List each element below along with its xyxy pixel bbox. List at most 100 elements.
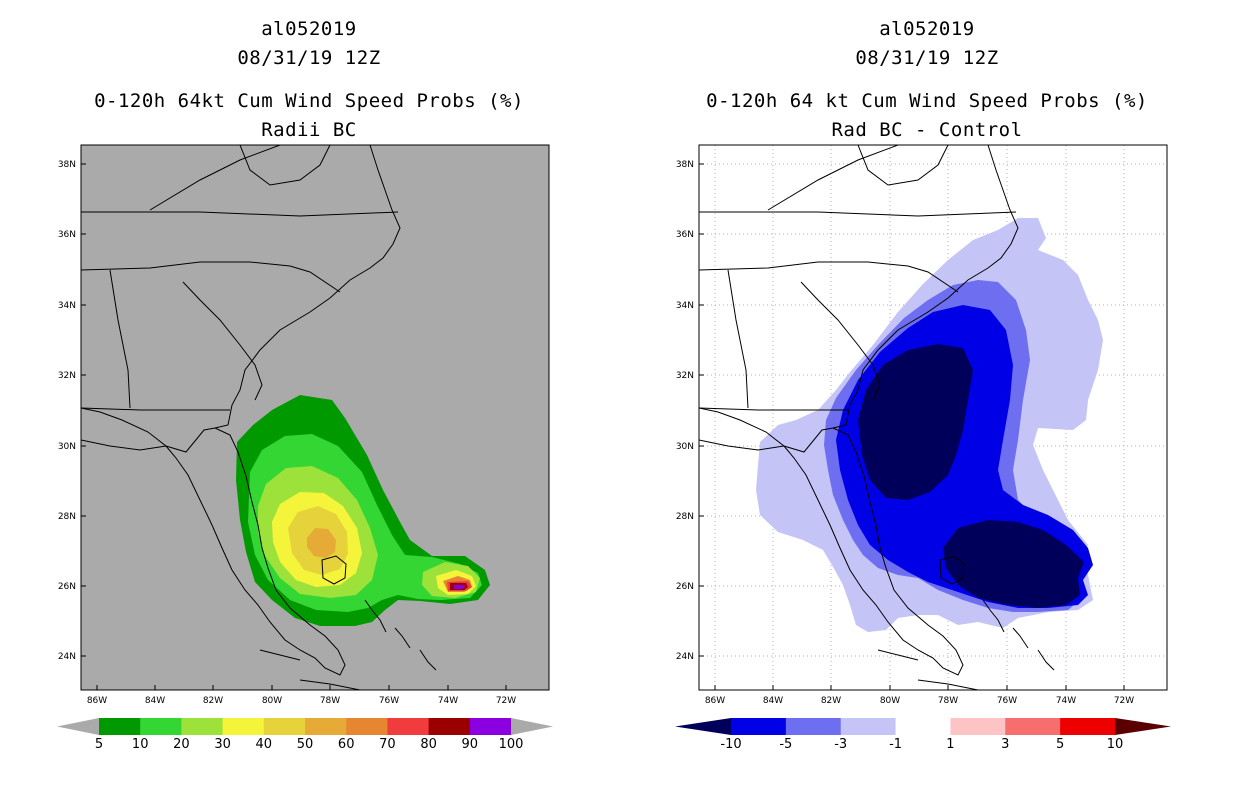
colorbar-swatch xyxy=(731,718,787,735)
colorbar-label: 10 xyxy=(1107,737,1124,752)
chart-subtitle: Rad BC - Control xyxy=(831,119,1023,141)
y-tick-label: 28N xyxy=(676,512,694,522)
colorbar-swatch xyxy=(305,718,347,735)
y-tick-label: 26N xyxy=(676,582,694,592)
colorbar-swatch xyxy=(387,718,430,735)
sc-ga-border xyxy=(800,281,881,401)
y-tick-label: 36N xyxy=(58,230,76,240)
lake-okeechobee xyxy=(939,555,965,585)
x-tick-label: 72W xyxy=(1114,696,1134,706)
colorbar-swatch xyxy=(469,718,512,735)
al-ga-border xyxy=(109,269,131,409)
x-tick-label: 86W xyxy=(87,696,107,706)
x-tick-label: 76W xyxy=(379,696,399,706)
sc-ga-border xyxy=(182,281,263,401)
colorbar-label: 40 xyxy=(256,737,273,752)
datetime: 08/31/19 12Z xyxy=(237,47,381,69)
y-tick-label: 30N xyxy=(58,442,76,452)
colorbar-label: -5 xyxy=(779,737,792,752)
colorbar-swatch xyxy=(1060,718,1116,735)
panel-rad-bc-control: al052019 08/31/19 12Z 0-120h 64 kt Cum W… xyxy=(618,0,1236,800)
y-tick-label: 30N xyxy=(676,442,694,452)
y-tick-label: 24N xyxy=(676,652,694,662)
colorbar-swatch xyxy=(346,718,388,735)
colorbar-under-triangle xyxy=(57,718,99,735)
keys xyxy=(877,649,919,661)
panel-radii-bc: al052019 08/31/19 12Z 0-120h 64kt Cum Wi… xyxy=(57,18,553,752)
colorbar-label: 90 xyxy=(462,737,479,752)
bahamas-2 xyxy=(1012,627,1029,649)
chart-subtitle: Radii BC xyxy=(261,119,357,141)
colorbar-label: 50 xyxy=(297,737,314,752)
colorbar-swatch xyxy=(99,718,141,735)
colorbar-label: 60 xyxy=(338,737,355,752)
map-rad-bc-control: 86W 84W 82W 80W 78W 76W 74W 72W 24N 26N … xyxy=(675,144,1171,752)
y-tick-label: 36N xyxy=(676,230,694,240)
nc-sc-border xyxy=(81,261,341,293)
x-tick-label: 84W xyxy=(763,696,783,706)
y-tick-label: 28N xyxy=(58,512,76,522)
florida-coast xyxy=(783,427,964,676)
datetime: 08/31/19 12Z xyxy=(855,47,999,69)
y-tick-label: 38N xyxy=(58,160,76,170)
colorbar-label: -3 xyxy=(834,737,847,752)
bahamas-1 xyxy=(982,599,1005,633)
x-tick-label: 80W xyxy=(262,696,282,706)
al-ga-border xyxy=(727,269,749,409)
colorbar-swatch xyxy=(140,718,182,735)
y-tick-label: 24N xyxy=(58,652,76,662)
gulf-coast xyxy=(81,439,167,451)
colorbar-swatch xyxy=(222,718,265,735)
colorbar-swatch xyxy=(785,718,842,735)
bahamas-1 xyxy=(364,599,387,633)
colorbar-label: 20 xyxy=(173,737,190,752)
colorbar-swatch xyxy=(428,718,471,735)
colorbar-label: 80 xyxy=(420,737,437,752)
x-tick-label: 84W xyxy=(145,696,165,706)
ga-fl-border xyxy=(81,407,230,411)
lake-okeechobee xyxy=(321,555,347,585)
colorbar-swatch xyxy=(895,718,951,735)
colorbar-swatch xyxy=(1005,718,1061,735)
x-tick-label: 78W xyxy=(938,696,958,706)
va-nc-border xyxy=(81,211,399,217)
colorbar-label: 10 xyxy=(132,737,149,752)
colorbar-label: 5 xyxy=(1056,737,1064,752)
x-tick-label: 86W xyxy=(705,696,725,706)
colorbar-swatch xyxy=(181,718,224,735)
colorbar-label: 5 xyxy=(95,737,103,752)
colorbar-label: 3 xyxy=(1001,737,1009,752)
colorbar-under-triangle xyxy=(675,718,731,735)
x-tick-label: 78W xyxy=(320,696,340,706)
contour-minus-10b xyxy=(943,520,1084,608)
va-nc-border xyxy=(699,211,1017,217)
y-tick-label: 32N xyxy=(58,371,76,381)
bahamas-2 xyxy=(394,627,411,649)
x-tick-label: 80W xyxy=(880,696,900,706)
keys xyxy=(259,649,301,661)
colorbar-label: -10 xyxy=(720,737,741,752)
cuba xyxy=(917,679,979,690)
wv-border xyxy=(857,145,949,186)
chart-title: 0-120h 64 kt Cum Wind Speed Probs (%) xyxy=(706,90,1148,112)
x-tick-label: 82W xyxy=(203,696,223,706)
map-radii-bc: 86W 84W 82W 80W 78W 76W 74W 72W 24N 26N … xyxy=(57,144,553,752)
y-tick-label: 32N xyxy=(676,371,694,381)
x-tick-label: 76W xyxy=(997,696,1017,706)
colorbar-over-triangle xyxy=(1115,718,1171,735)
colorbar-radii-bc: 5 10 20 30 40 50 60 70 80 90 100 xyxy=(57,718,553,752)
map-frame xyxy=(698,144,1168,691)
x-tick-label: 82W xyxy=(821,696,841,706)
x-tick-label: 72W xyxy=(496,696,516,706)
x-tick-label: 74W xyxy=(1056,696,1076,706)
nc-sc-border xyxy=(699,261,959,293)
y-tick-label: 34N xyxy=(58,301,76,311)
map-outlines xyxy=(699,145,1055,690)
ga-fl-border xyxy=(699,407,848,411)
colorbar-over-triangle xyxy=(511,718,553,735)
colorbar-rad-bc-control: -10 -5 -3 -1 1 3 5 10 xyxy=(675,718,1171,752)
storm-id: al052019 xyxy=(261,18,357,40)
y-tick-label: 38N xyxy=(676,160,694,170)
x-tick-label: 74W xyxy=(438,696,458,706)
colorbar-swatch xyxy=(840,718,897,735)
